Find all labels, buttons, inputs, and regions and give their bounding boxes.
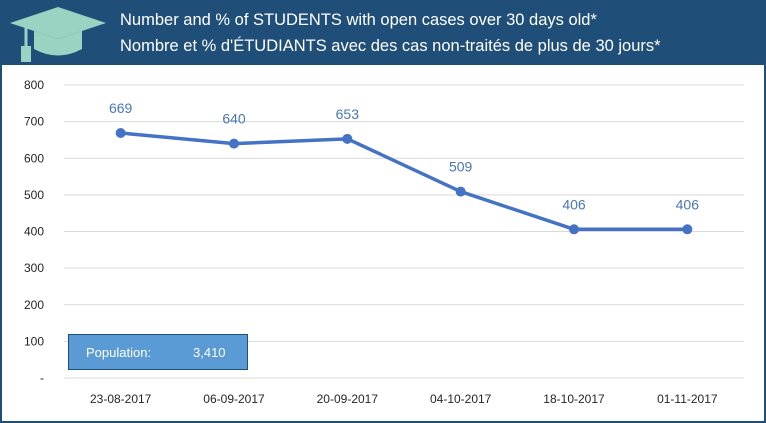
y-tick-label: 300 [24,261,44,275]
y-tick-label: 200 [24,298,44,312]
x-tick-label: 20-09-2017 [317,392,379,406]
series-line [118,131,690,232]
graduation-cap-icon [10,7,106,62]
x-axis-ticks: 23-08-2017 06-09-2017 20-09-2017 04-10-2017… [90,392,718,406]
chart-title-fr: Nombre et % d'ÉTUDIANTS avec des cas non… [120,37,661,55]
chart-title-en: Number and % of STUDENTS with open cases… [120,11,597,29]
x-tick-label: 04-10-2017 [430,392,492,406]
population-label: Population: [86,345,152,360]
y-tick-label: 600 [24,151,44,165]
data-label: 509 [449,159,473,175]
data-point [229,138,239,149]
x-tick-label: 23-08-2017 [90,392,152,406]
data-labels: 669 640 653 509 406 406 [109,100,699,212]
data-point [115,127,126,138]
data-label: 406 [562,196,586,212]
data-label: 640 [222,111,246,127]
population-value: 3,410 [193,345,226,360]
data-label: 406 [676,196,700,212]
line-chart: - 100 200 300 400 500 600 700 800 23-08-2017 06-0… [24,78,744,406]
x-tick-label: 18-10-2017 [543,392,605,406]
y-tick-label: 700 [24,115,44,129]
y-tick-label: 400 [24,225,44,239]
y-tick-label: 800 [24,78,44,92]
x-tick-label: 06-09-2017 [203,392,265,406]
population-box: Population: 3,410 [68,334,248,370]
y-tick-label: 100 [24,334,44,348]
y-tick-label: 500 [24,188,44,202]
y-axis-ticks: - 100 200 300 400 500 600 700 800 [24,78,44,385]
data-label: 653 [336,106,360,122]
data-point [342,133,353,144]
data-label: 669 [109,100,133,116]
data-point [455,186,466,197]
data-point [682,224,693,235]
y-tick-label: - [40,371,44,385]
chart-header: Number and % of STUDENTS with open cases… [2,2,764,65]
series-layer [115,127,693,235]
data-point [569,224,579,235]
x-tick-label: 01-11-2017 [657,392,718,406]
